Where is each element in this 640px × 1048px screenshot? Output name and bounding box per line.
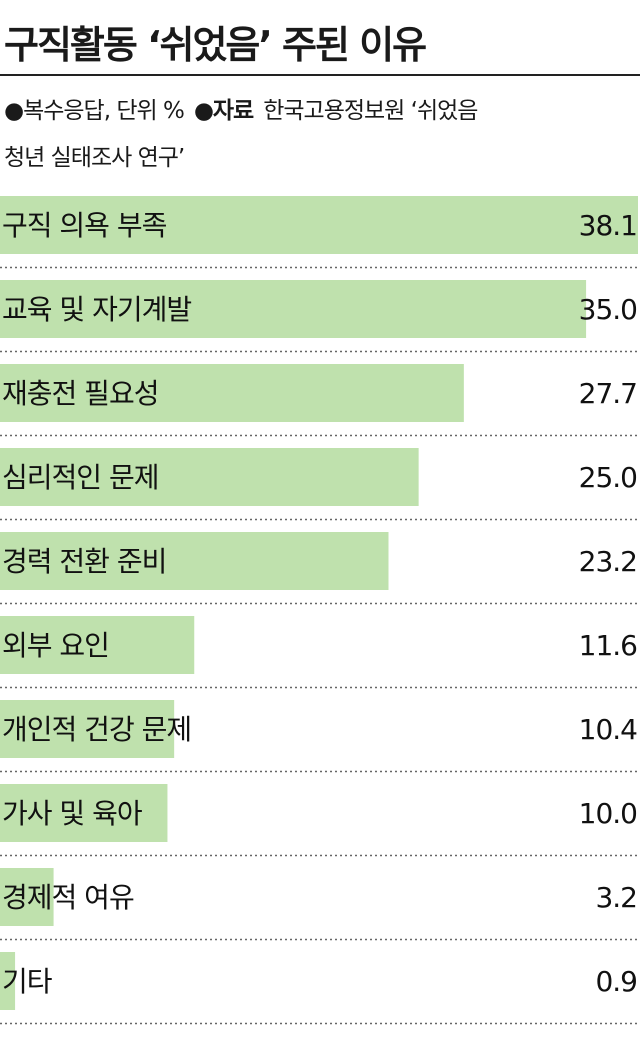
bar-5 bbox=[0, 616, 195, 674]
note-source-text-cont: 청년 실태조사 연구’ bbox=[4, 145, 185, 171]
bar-6 bbox=[0, 700, 175, 758]
value-label-9: 0.9 bbox=[595, 965, 637, 998]
category-label-2: 재충전 필요성 bbox=[2, 377, 158, 410]
value-label-0: 38.1 bbox=[579, 209, 637, 242]
chart-note-line-2: 청년 실태조사 연구’ bbox=[4, 143, 185, 173]
value-label-6: 10.4 bbox=[579, 713, 638, 746]
bar-7 bbox=[0, 784, 168, 842]
bar-4 bbox=[0, 532, 389, 590]
category-label-6: 개인적 건강 문제 bbox=[2, 713, 191, 746]
category-label-7: 가사 및 육아 bbox=[2, 797, 142, 830]
bar-3 bbox=[0, 448, 419, 506]
note-unit: ●복수응답, 단위 % bbox=[4, 98, 185, 124]
bar-8 bbox=[0, 868, 54, 926]
value-label-1: 35.0 bbox=[579, 293, 637, 326]
category-label-5: 외부 요인 bbox=[2, 629, 109, 662]
chart-title: 구직활동 ‘쉬었음’ 주된 이유 bbox=[4, 23, 427, 67]
value-label-8: 3.2 bbox=[595, 881, 637, 914]
value-label-3: 25.0 bbox=[579, 461, 637, 494]
bar-2 bbox=[0, 364, 464, 422]
value-label-5: 11.6 bbox=[579, 629, 638, 662]
category-label-3: 심리적인 문제 bbox=[2, 461, 158, 494]
category-label-0: 구직 의욕 부족 bbox=[2, 209, 167, 242]
bar-0 bbox=[0, 196, 638, 254]
value-label-4: 23.2 bbox=[579, 545, 637, 578]
value-label-7: 10.0 bbox=[579, 797, 637, 830]
bar-9 bbox=[0, 952, 16, 1010]
title-divider bbox=[0, 74, 640, 76]
note-source-label: ●자료 bbox=[193, 98, 254, 124]
chart-note-line-1: ●복수응답, 단위 % ●자료 한국고용정보원 ‘쉬었음 bbox=[4, 96, 478, 126]
note-source-text: 한국고용정보원 ‘쉬었음 bbox=[263, 98, 478, 124]
category-label-8: 경제적 여유 bbox=[2, 881, 134, 914]
category-label-4: 경력 전환 준비 bbox=[2, 545, 166, 578]
bar-1 bbox=[0, 280, 587, 338]
value-label-2: 27.7 bbox=[579, 377, 637, 410]
category-label-9: 기타 bbox=[2, 965, 52, 998]
category-label-1: 교육 및 자기계발 bbox=[2, 293, 191, 326]
